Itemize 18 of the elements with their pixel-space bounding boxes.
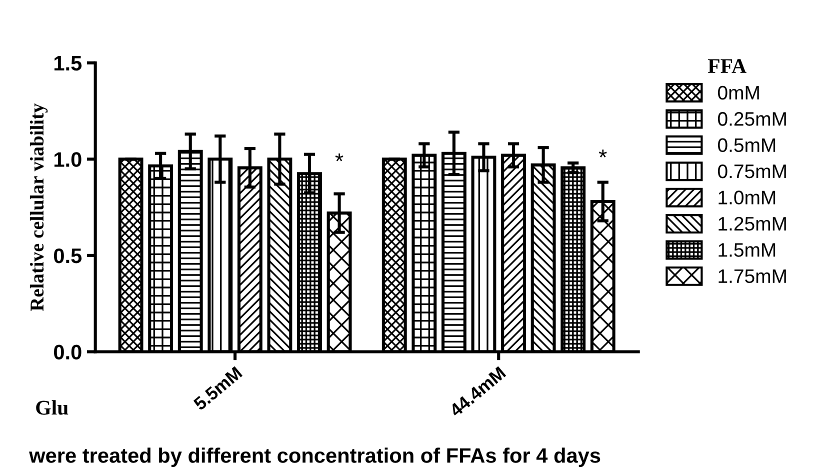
legend-label: 1.0mM bbox=[718, 190, 776, 204]
legend-label: 0.25mM bbox=[718, 112, 786, 126]
legend-label: 0mM bbox=[718, 86, 759, 100]
annotation: * bbox=[335, 153, 344, 162]
y-axis-title: Relative cellular viability bbox=[30, 103, 48, 312]
legend-label: 1.5mM bbox=[718, 243, 776, 257]
y-tick-label: 0.0 bbox=[54, 344, 82, 360]
legend-label: 1.25mM bbox=[718, 216, 786, 231]
text: were treated by different concentration of FFAs for 4 days bbox=[29, 448, 600, 467]
x-axis-title: Glu bbox=[36, 400, 68, 415]
y-tick-label: 0.5 bbox=[54, 248, 82, 264]
legend-label: 1.75mM bbox=[718, 269, 786, 284]
y-tick-label: 1.5 bbox=[54, 56, 82, 71]
y-tick-label: 1.0 bbox=[54, 152, 82, 167]
legend-label: 0.5mM bbox=[718, 138, 776, 152]
legend-label: 0.75mM bbox=[718, 164, 786, 178]
legend-title: FFA bbox=[708, 59, 746, 73]
annotation: * bbox=[598, 150, 607, 158]
